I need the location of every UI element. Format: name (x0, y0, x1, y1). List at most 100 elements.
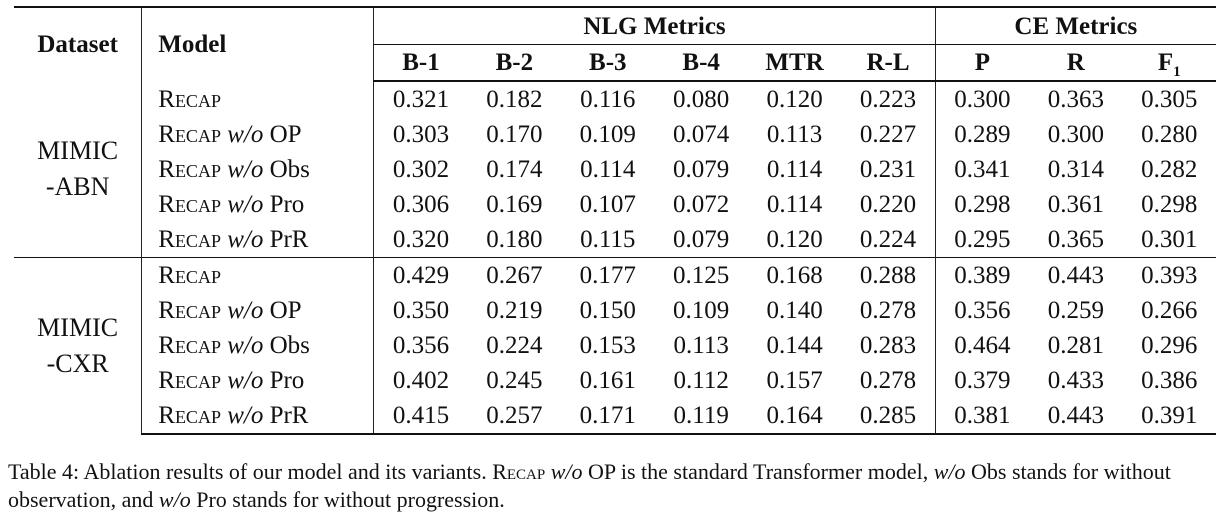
header-row-groups: Dataset Model NLG Metrics CE Metrics (14, 6, 1216, 81)
metric-value-cell: 0.107 (579, 191, 636, 218)
table-row: Recap w/o Obs 0.302 0.174 0.114 0.079 0.114 0.… (14, 152, 1216, 187)
metric-value-cell: 0.114 (580, 156, 636, 183)
model-variant: Obs (269, 332, 310, 359)
metric-value-cell: 0.120 (766, 86, 823, 113)
dataset-name-line2: -ABN (45, 172, 110, 201)
metric-value-cell: 0.182 (486, 86, 543, 113)
metric-value-cell: 0.140 (766, 297, 823, 324)
model-variant: Pro (269, 367, 305, 394)
metric-value-cell: 0.177 (561, 257, 655, 293)
header-nlg-metrics: NLG Metrics (373, 6, 936, 45)
metric-value-cell: 0.300 (954, 86, 1011, 113)
model-name: Recap (158, 332, 221, 359)
metric-value-cell: 0.415 (373, 398, 468, 435)
metric-value-cell: 0.161 (579, 367, 636, 394)
metric-value-cell: 0.125 (654, 257, 748, 293)
model-cell: Recap w/o OP (141, 293, 375, 328)
metric-value-cell: 0.116 (580, 86, 636, 113)
table-caption: Table 4: Ablation results of our model a… (8, 458, 1220, 514)
metric-value-cell: 0.144 (766, 332, 823, 359)
metric-value-cell: 0.433 (1047, 367, 1104, 394)
caption-wo-3: w/o (158, 487, 191, 512)
metric-value-cell: 0.174 (486, 156, 543, 183)
model-cell: Recap w/o Pro (141, 187, 375, 222)
metric-value-cell: 0.296 (1141, 332, 1198, 359)
header-col-rl: R-L (841, 44, 936, 82)
header-col-f1: F1 (1122, 44, 1216, 82)
metric-value-cell: 0.464 (954, 332, 1011, 359)
table-row: Recap w/o Pro 0.402 0.245 0.161 0.112 0.157 0.… (14, 363, 1216, 398)
metric-value-cell: 0.402 (392, 367, 450, 394)
metric-value-cell: 0.285 (841, 398, 936, 435)
metric-value-cell: 0.074 (673, 121, 730, 148)
metric-value-cell: 0.282 (1141, 156, 1198, 183)
metric-value-cell: 0.109 (673, 297, 730, 324)
metric-value-cell: 0.168 (747, 257, 842, 293)
metric-value-cell: 0.157 (766, 367, 823, 394)
model-name: Recap (158, 191, 221, 218)
metric-value-cell: 0.295 (954, 226, 1011, 253)
metric-value-cell: 0.302 (392, 156, 450, 183)
metric-value-cell: 0.288 (841, 257, 936, 293)
table-row: Recap w/o Pro 0.306 0.169 0.107 0.072 0.114 0.… (14, 187, 1216, 222)
metric-value-cell: 0.300 (1047, 121, 1104, 148)
model-cell: Recap w/o PrR (141, 222, 375, 258)
dataset-name-line2: -CXR (46, 349, 109, 378)
header-col-f1-main: F (1157, 49, 1174, 76)
table-row: MIMIC -ABN Recap 0.321 0.182 0.116 0.080 0.120 0… (14, 81, 1216, 258)
header-col-b3: B-3 (561, 44, 655, 82)
metric-value-cell: 0.443 (1029, 257, 1123, 293)
model-wo-label: w/o (227, 332, 264, 359)
metric-value-cell: 0.278 (841, 293, 936, 328)
model-name: Recap (158, 156, 221, 183)
metric-value-cell: 0.320 (392, 226, 450, 253)
metric-value-cell: 0.363 (1047, 86, 1104, 113)
caption-label: Table 4: (8, 459, 80, 484)
model-cell: Recap w/o PrR (141, 398, 375, 435)
table-row: Recap w/o PrR 0.415 0.257 0.171 0.119 0.164 0.… (14, 398, 1216, 435)
metric-value-cell: 0.224 (841, 222, 936, 258)
metric-value-cell: 0.283 (841, 328, 936, 363)
model-variant: PrR (269, 226, 309, 253)
metric-value-cell: 0.257 (467, 398, 562, 435)
model-name: Recap (158, 367, 221, 394)
metric-value-cell: 0.298 (1141, 191, 1198, 218)
metric-value-cell: 0.120 (766, 226, 823, 253)
metric-value-cell: 0.259 (1047, 297, 1104, 324)
metric-value-cell: 0.361 (1047, 191, 1104, 218)
metric-value-cell: 0.171 (561, 398, 655, 435)
model-cell: Recap w/o OP (141, 117, 375, 152)
header-col-b1: B-1 (373, 44, 468, 82)
metric-value-cell: 0.109 (579, 121, 636, 148)
model-variant: Obs (269, 156, 310, 183)
model-name: Recap (158, 85, 221, 113)
metric-value-cell: 0.113 (766, 121, 823, 148)
metric-value-cell: 0.245 (486, 367, 543, 394)
metric-value-cell: 0.356 (392, 332, 450, 359)
ablation-results-table: Dataset Model NLG Metrics CE Metrics B-1… (14, 6, 1216, 435)
metric-value-cell: 0.386 (1141, 367, 1198, 394)
metric-value-cell: 0.150 (579, 297, 636, 324)
metric-value-cell: 0.231 (841, 152, 936, 187)
model-cell: Recap (141, 257, 375, 293)
model-variant: OP (269, 297, 302, 324)
metric-value-cell: 0.220 (841, 187, 936, 222)
metric-value-cell: 0.289 (954, 121, 1011, 148)
metric-value-cell: 0.381 (935, 398, 1030, 435)
header-model: Model (141, 6, 375, 81)
metric-value-cell: 0.280 (1141, 121, 1198, 148)
caption-part2: OP is the standard Transformer model, (588, 459, 929, 484)
caption-wo-2: w/o (933, 459, 966, 484)
header-col-b4: B-4 (654, 44, 748, 82)
metric-value-cell: 0.114 (766, 191, 823, 218)
model-wo-label: w/o (227, 226, 264, 253)
header-col-b2: B-2 (467, 44, 562, 82)
metric-value-cell: 0.227 (841, 117, 936, 152)
table-row: Recap w/o OP 0.303 0.170 0.109 0.074 0.113 0.2… (14, 117, 1216, 152)
header-row-columns: B-1 B-2 B-3 B-4 MTR R-L P R F1 (14, 44, 1216, 82)
metric-value-cell: 0.080 (673, 86, 730, 113)
metric-value-cell: 0.114 (766, 156, 823, 183)
metric-value-cell: 0.072 (673, 191, 730, 218)
metric-value-cell: 0.365 (1047, 226, 1104, 253)
